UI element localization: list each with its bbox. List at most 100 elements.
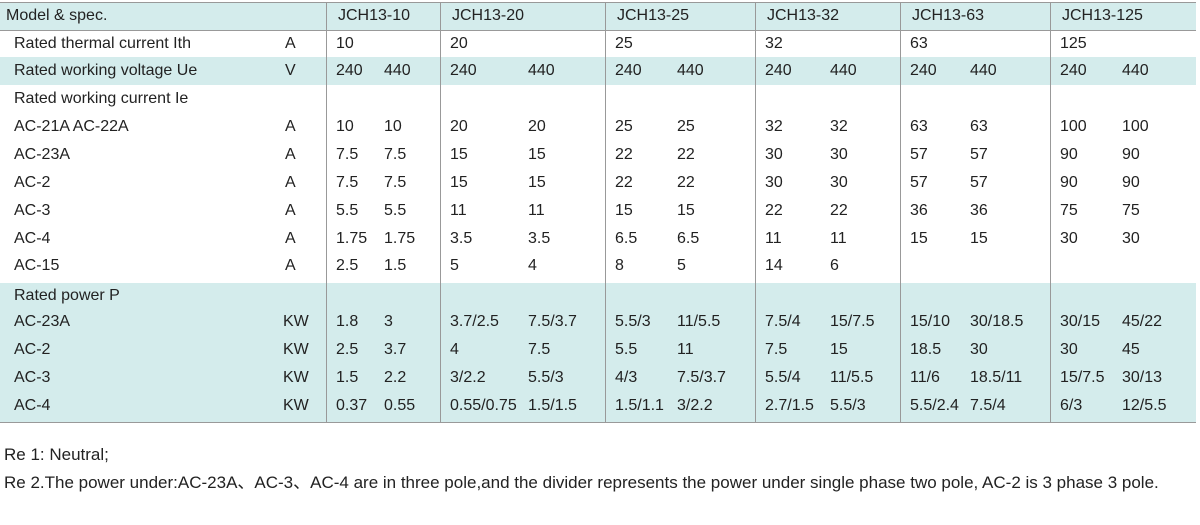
row-label: AC-4 bbox=[14, 229, 51, 247]
value: 30 bbox=[1060, 341, 1078, 358]
note: Re 1: Neutral; bbox=[4, 445, 109, 464]
value: 30 bbox=[765, 146, 783, 163]
unit: V bbox=[285, 62, 296, 79]
value: 36 bbox=[910, 202, 928, 219]
value: 30/13 bbox=[1122, 369, 1163, 386]
value: 15 bbox=[970, 229, 988, 247]
value: 32 bbox=[765, 118, 783, 135]
value: 440 bbox=[1122, 62, 1149, 79]
value: 90 bbox=[1122, 174, 1140, 191]
value: 32 bbox=[830, 118, 848, 135]
value: 5 bbox=[450, 257, 459, 274]
value: 15 bbox=[528, 174, 546, 191]
value: 5.5/4 bbox=[765, 369, 801, 386]
value: 30 bbox=[970, 341, 988, 358]
value: 36 bbox=[970, 202, 988, 219]
unit: A bbox=[285, 257, 296, 274]
value: 440 bbox=[384, 62, 411, 79]
unit: A bbox=[285, 202, 296, 219]
value: 5.5/2.4 bbox=[910, 397, 959, 414]
model-name: JCH13-125 bbox=[1062, 7, 1143, 24]
row-label: AC-23A bbox=[14, 146, 71, 163]
value: 4 bbox=[528, 257, 537, 274]
unit: KW bbox=[283, 313, 309, 330]
header-bg bbox=[0, 2, 1196, 30]
value: 57 bbox=[910, 146, 928, 163]
value: 7.5/3.7 bbox=[677, 369, 726, 386]
value: 7.5 bbox=[384, 146, 407, 163]
col-line bbox=[326, 2, 327, 422]
value: 10 bbox=[336, 34, 354, 52]
value: 1.8 bbox=[336, 313, 359, 330]
row-label: AC-4 bbox=[14, 397, 51, 414]
unit: A bbox=[285, 174, 296, 191]
value: 440 bbox=[528, 62, 555, 79]
value: 2.5 bbox=[336, 341, 359, 358]
value: 11 bbox=[765, 229, 782, 247]
value: 90 bbox=[1122, 146, 1140, 163]
value: 240 bbox=[765, 62, 792, 79]
value: 1.5 bbox=[384, 257, 407, 274]
value: 1.5/1.1 bbox=[615, 397, 664, 414]
value: 100 bbox=[1060, 118, 1087, 135]
unit: A bbox=[285, 34, 296, 52]
value: 240 bbox=[615, 62, 642, 79]
value: 5.5/3 bbox=[528, 369, 564, 386]
value: 30 bbox=[830, 146, 848, 163]
col-line bbox=[755, 2, 756, 422]
value: 30/18.5 bbox=[970, 313, 1024, 330]
row-label: AC-15 bbox=[14, 257, 60, 274]
model-name: JCH13-63 bbox=[912, 7, 985, 24]
value: 125 bbox=[1060, 34, 1087, 52]
value: 3 bbox=[384, 313, 393, 330]
value: 3/2.2 bbox=[450, 369, 486, 386]
value: 7.5 bbox=[765, 341, 788, 358]
section-bg bbox=[0, 283, 1196, 422]
value: 0.55 bbox=[384, 397, 416, 414]
value: 22 bbox=[677, 174, 695, 191]
value: 12/5.5 bbox=[1122, 397, 1167, 414]
note: Re 2.The power under:AC-23A、AC-3、AC-4 ar… bbox=[4, 473, 1159, 492]
value: 90 bbox=[1060, 146, 1078, 163]
value: 18.5/11 bbox=[970, 369, 1023, 386]
value: 45/22 bbox=[1122, 313, 1163, 330]
value: 63 bbox=[910, 118, 928, 135]
unit: A bbox=[285, 118, 296, 135]
value: 18.5 bbox=[910, 341, 942, 358]
value: 2.2 bbox=[384, 369, 407, 386]
value: 15 bbox=[830, 341, 848, 358]
value: 30 bbox=[765, 174, 783, 191]
value: 0.55/0.75 bbox=[450, 397, 517, 414]
row-label: AC-3 bbox=[14, 202, 51, 219]
header-label: Model & spec. bbox=[6, 7, 108, 24]
col-line bbox=[900, 2, 901, 422]
value: 240 bbox=[910, 62, 937, 79]
value: 11/5.5 bbox=[677, 313, 721, 330]
value: 22 bbox=[830, 202, 848, 219]
value: 5.5 bbox=[336, 202, 359, 219]
value: 15/10 bbox=[910, 313, 951, 330]
value: 4 bbox=[450, 341, 459, 358]
value: 5.5 bbox=[384, 202, 407, 219]
row-label: AC-21A AC-22A bbox=[14, 118, 129, 135]
value: 15 bbox=[910, 229, 928, 247]
value: 1.75 bbox=[384, 229, 416, 247]
value: 25 bbox=[615, 34, 633, 52]
unit: KW bbox=[283, 369, 309, 386]
value: 75 bbox=[1060, 202, 1078, 219]
value: 7.5/3.7 bbox=[528, 313, 577, 330]
value: 3/2.2 bbox=[677, 397, 713, 414]
value: 5.5/3 bbox=[830, 397, 866, 414]
unit: KW bbox=[283, 397, 309, 414]
col-line bbox=[605, 2, 606, 422]
rule bbox=[0, 30, 1196, 31]
value: 20 bbox=[450, 118, 468, 135]
unit: A bbox=[285, 229, 296, 247]
value: 5.5 bbox=[615, 341, 638, 358]
value: 11 bbox=[528, 202, 545, 219]
unit: A bbox=[285, 146, 296, 163]
value: 57 bbox=[970, 146, 988, 163]
value: 20 bbox=[528, 118, 546, 135]
value: 2.7/1.5 bbox=[765, 397, 814, 414]
value: 11 bbox=[450, 202, 467, 219]
